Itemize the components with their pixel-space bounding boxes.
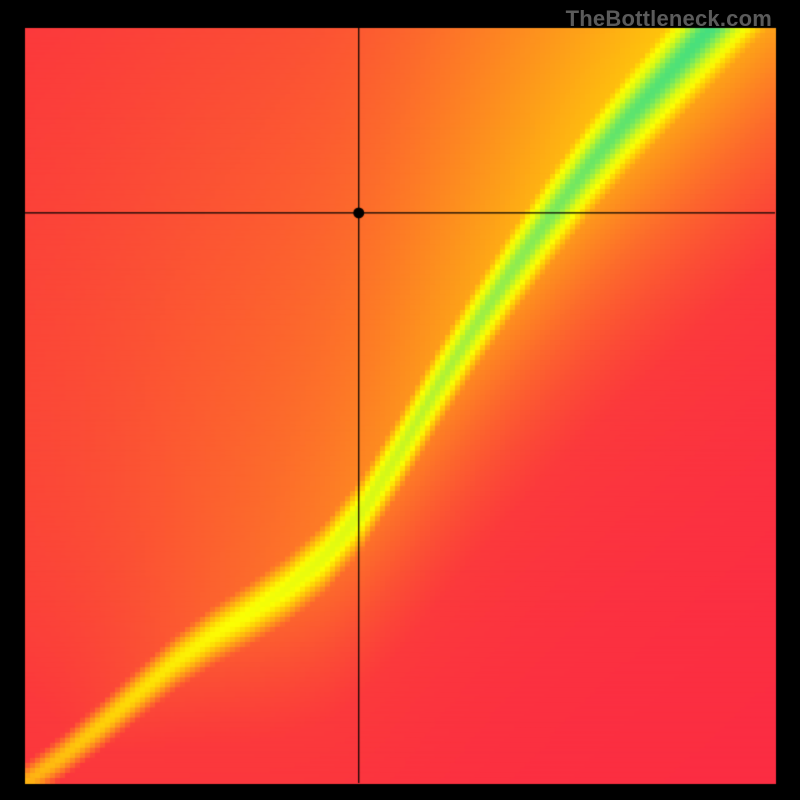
bottleneck-heatmap bbox=[0, 0, 800, 800]
watermark-text: TheBottleneck.com bbox=[566, 6, 772, 32]
